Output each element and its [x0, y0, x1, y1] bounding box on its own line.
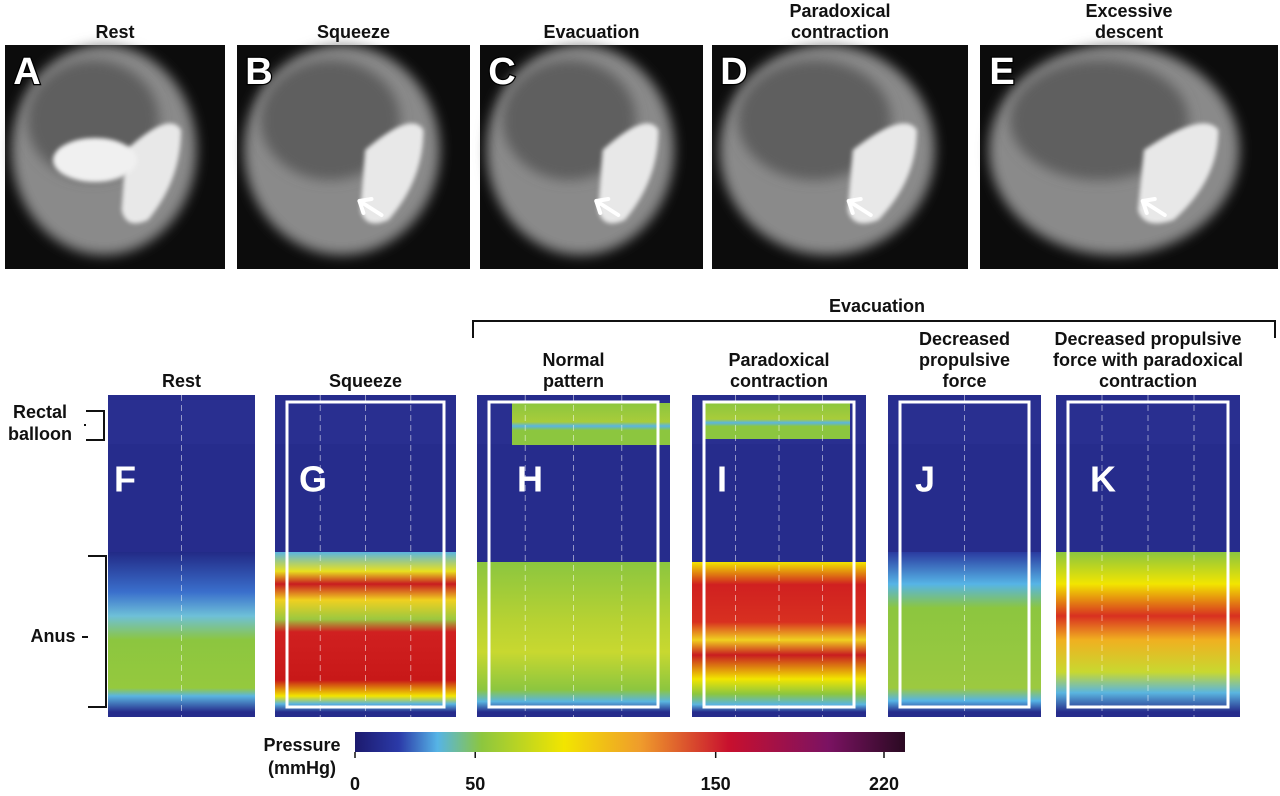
panel-title: Decreased [919, 329, 1010, 349]
panel-title: contraction [791, 22, 889, 42]
mri-panel: C Evacuation [480, 22, 703, 269]
panel-title: contraction [730, 371, 828, 391]
side-label: Rectal [13, 402, 67, 422]
mri-panel: B Squeeze [237, 22, 470, 269]
pressure-row: FRestGSqueezeHNormalpatternIParadoxicalc… [108, 329, 1243, 717]
organ [598, 123, 659, 224]
panel-title: Evacuation [543, 22, 639, 42]
organ [121, 123, 181, 224]
tissue [1009, 60, 1189, 180]
organ [847, 123, 917, 224]
mri-panel: A Rest [5, 22, 225, 269]
panel-title: Paradoxical [789, 1, 890, 21]
panel-letter: D [720, 51, 747, 93]
panel-letter: E [989, 51, 1014, 93]
pressure-panel: G Squeeze [275, 371, 456, 717]
side-brackets [82, 410, 107, 708]
panel-title: Rest [162, 371, 201, 391]
side-label: balloon [8, 424, 72, 444]
colorbar-tick-label: 0 [350, 774, 360, 794]
panel-letter: C [488, 51, 515, 93]
side-label: Anus [31, 626, 76, 646]
panel-letter: B [245, 51, 272, 93]
mri-row: A Rest B Squeeze C Evacuation D Paradoxicalcont… [5, 1, 1278, 269]
colorbar-tick-label: 150 [701, 774, 731, 794]
region-box [487, 400, 660, 709]
panel-title: force with paradoxical [1053, 350, 1243, 370]
panel-title: Paradoxical [728, 350, 829, 370]
colorbar [355, 732, 905, 752]
panel-letter: I [717, 459, 727, 500]
panel-letter: H [517, 459, 543, 500]
region-box [898, 400, 1031, 709]
region-box [702, 400, 856, 709]
panel-title: pattern [543, 371, 604, 391]
panel-title: Excessive [1085, 1, 1172, 21]
organ [1137, 123, 1219, 224]
panel-title: Decreased propulsive [1054, 329, 1241, 349]
panel-letter: K [1090, 459, 1116, 500]
colorbar-label: (mmHg) [268, 758, 336, 778]
colorbar-tick-label: 50 [465, 774, 485, 794]
arrow [846, 197, 873, 217]
arrow [357, 197, 384, 217]
balloon-band [512, 403, 670, 445]
organ [53, 138, 137, 182]
panel-title: Normal [542, 350, 604, 370]
panel-letter: G [299, 459, 327, 500]
colorbar-label: Pressure [263, 735, 340, 755]
evacuation-header: Evacuation [829, 296, 925, 316]
panel-letter: F [114, 459, 136, 500]
panel-title: contraction [1099, 371, 1197, 391]
evacuation-bracket [472, 320, 1276, 338]
arrow [594, 197, 621, 217]
balloon-band [704, 403, 850, 439]
region-box [1066, 400, 1230, 709]
panel-title: propulsive [919, 350, 1010, 370]
panel-title: Squeeze [329, 371, 402, 391]
organ [360, 123, 424, 224]
panel-title: force [942, 371, 986, 391]
panel-title: Rest [95, 22, 134, 42]
panel-letter: A [13, 51, 40, 93]
arrow [1140, 197, 1167, 217]
colorbar-tick-label: 220 [869, 774, 899, 794]
region-box [285, 400, 446, 709]
panel-letter: J [915, 459, 935, 500]
pressure-panel: F Rest [108, 371, 255, 717]
panel-title: Squeeze [317, 22, 390, 42]
panel-title: descent [1095, 22, 1163, 42]
